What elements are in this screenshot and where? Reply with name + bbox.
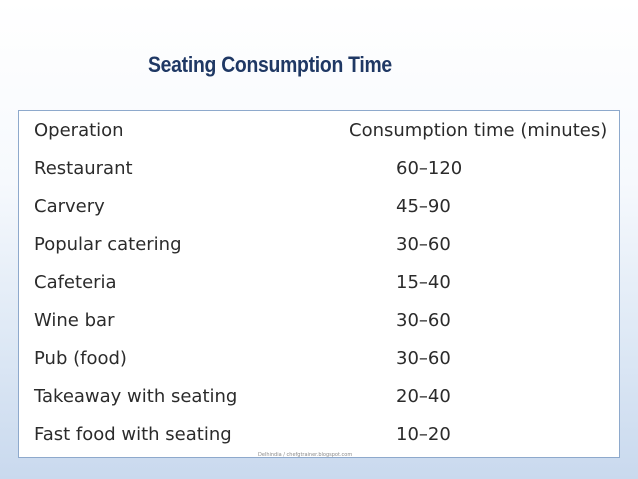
row-operation: Fast food with seating	[34, 423, 232, 445]
consumption-time-table-panel: Operation Consumption time (minutes) Res…	[18, 110, 620, 458]
table-row: Cafeteria 15–40	[19, 263, 619, 301]
consumption-time-table: Operation Consumption time (minutes) Res…	[19, 111, 619, 453]
table-row: Carvery 45–90	[19, 187, 619, 225]
row-operation: Carvery	[34, 195, 105, 217]
row-time: 60–120	[396, 157, 463, 179]
row-operation: Popular catering	[34, 233, 182, 255]
table-row: Popular catering 30–60	[19, 225, 619, 263]
table-row: Restaurant 60–120	[19, 149, 619, 187]
row-operation: Cafeteria	[34, 271, 117, 293]
slide-title: Seating Consumption Time	[148, 52, 392, 77]
table-row: Wine bar 30–60	[19, 301, 619, 339]
row-operation: Takeaway with seating	[34, 385, 238, 407]
table-row: Takeaway with seating 20–40	[19, 377, 619, 415]
header-operation: Operation	[34, 119, 124, 141]
row-time: 20–40	[396, 385, 451, 407]
row-time: 10–20	[396, 423, 451, 445]
row-time: 45–90	[396, 195, 451, 217]
row-time: 30–60	[396, 347, 451, 369]
source-watermark: Delhindia / chefgtrainer.blogspot.com	[258, 452, 353, 458]
row-operation: Pub (food)	[34, 347, 127, 369]
row-operation: Restaurant	[34, 157, 133, 179]
header-consumption-time: Consumption time (minutes)	[349, 119, 608, 141]
row-operation: Wine bar	[34, 309, 115, 331]
table-row: Fast food with seating 10–20	[19, 415, 619, 453]
row-time: 30–60	[396, 309, 451, 331]
table-row: Pub (food) 30–60	[19, 339, 619, 377]
row-time: 15–40	[396, 271, 451, 293]
table-header-row: Operation Consumption time (minutes)	[19, 111, 619, 149]
row-time: 30–60	[396, 233, 451, 255]
